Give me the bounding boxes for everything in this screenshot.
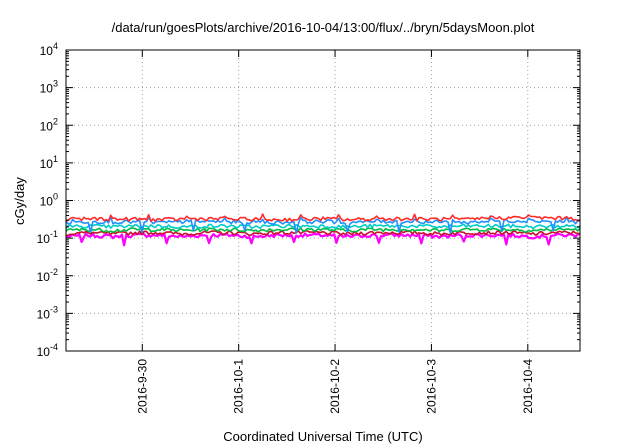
series-lines [65,213,581,247]
series-line [65,232,581,247]
series-line [65,227,581,233]
y-tick-labels: 10-4 10-3 10-2 10-1 100 101 102 103 104 [37,41,58,359]
y-tick-label: 104 [40,41,58,58]
y-tick-label: 103 [40,79,58,96]
y-tick-label: 10-1 [37,229,58,246]
y-tick-label: 10-2 [37,267,58,284]
x-axis-label: Coordinated Universal Time (UTC) [223,429,422,444]
y-tick-label: 101 [40,154,58,171]
x-tick-label: 2016-10-2 [328,359,342,414]
y-tick-label: 10-3 [37,304,58,321]
series-line [65,213,581,222]
x-tick-label: 2016-9-30 [135,359,149,414]
chart-title: /data/run/goesPlots/archive/2016-10-04/1… [112,20,535,35]
series-line [65,223,581,230]
y-tick-label: 100 [40,192,58,209]
x-tick-label: 2016-10-1 [232,359,246,414]
grid-lines [66,50,580,351]
y-axis-label: cGy/day [12,177,27,225]
y-tick-label: 10-4 [37,342,58,359]
x-tick-label: 2016-10-3 [424,359,438,414]
axis-ticks [66,49,580,352]
x-tick-labels: 2016-9-30 2016-10-1 2016-10-2 2016-10-3 2016… [135,359,535,414]
series-line [65,230,581,237]
series-line [65,216,581,235]
x-tick-label: 2016-10-4 [521,359,535,414]
y-tick-label: 102 [40,116,58,133]
